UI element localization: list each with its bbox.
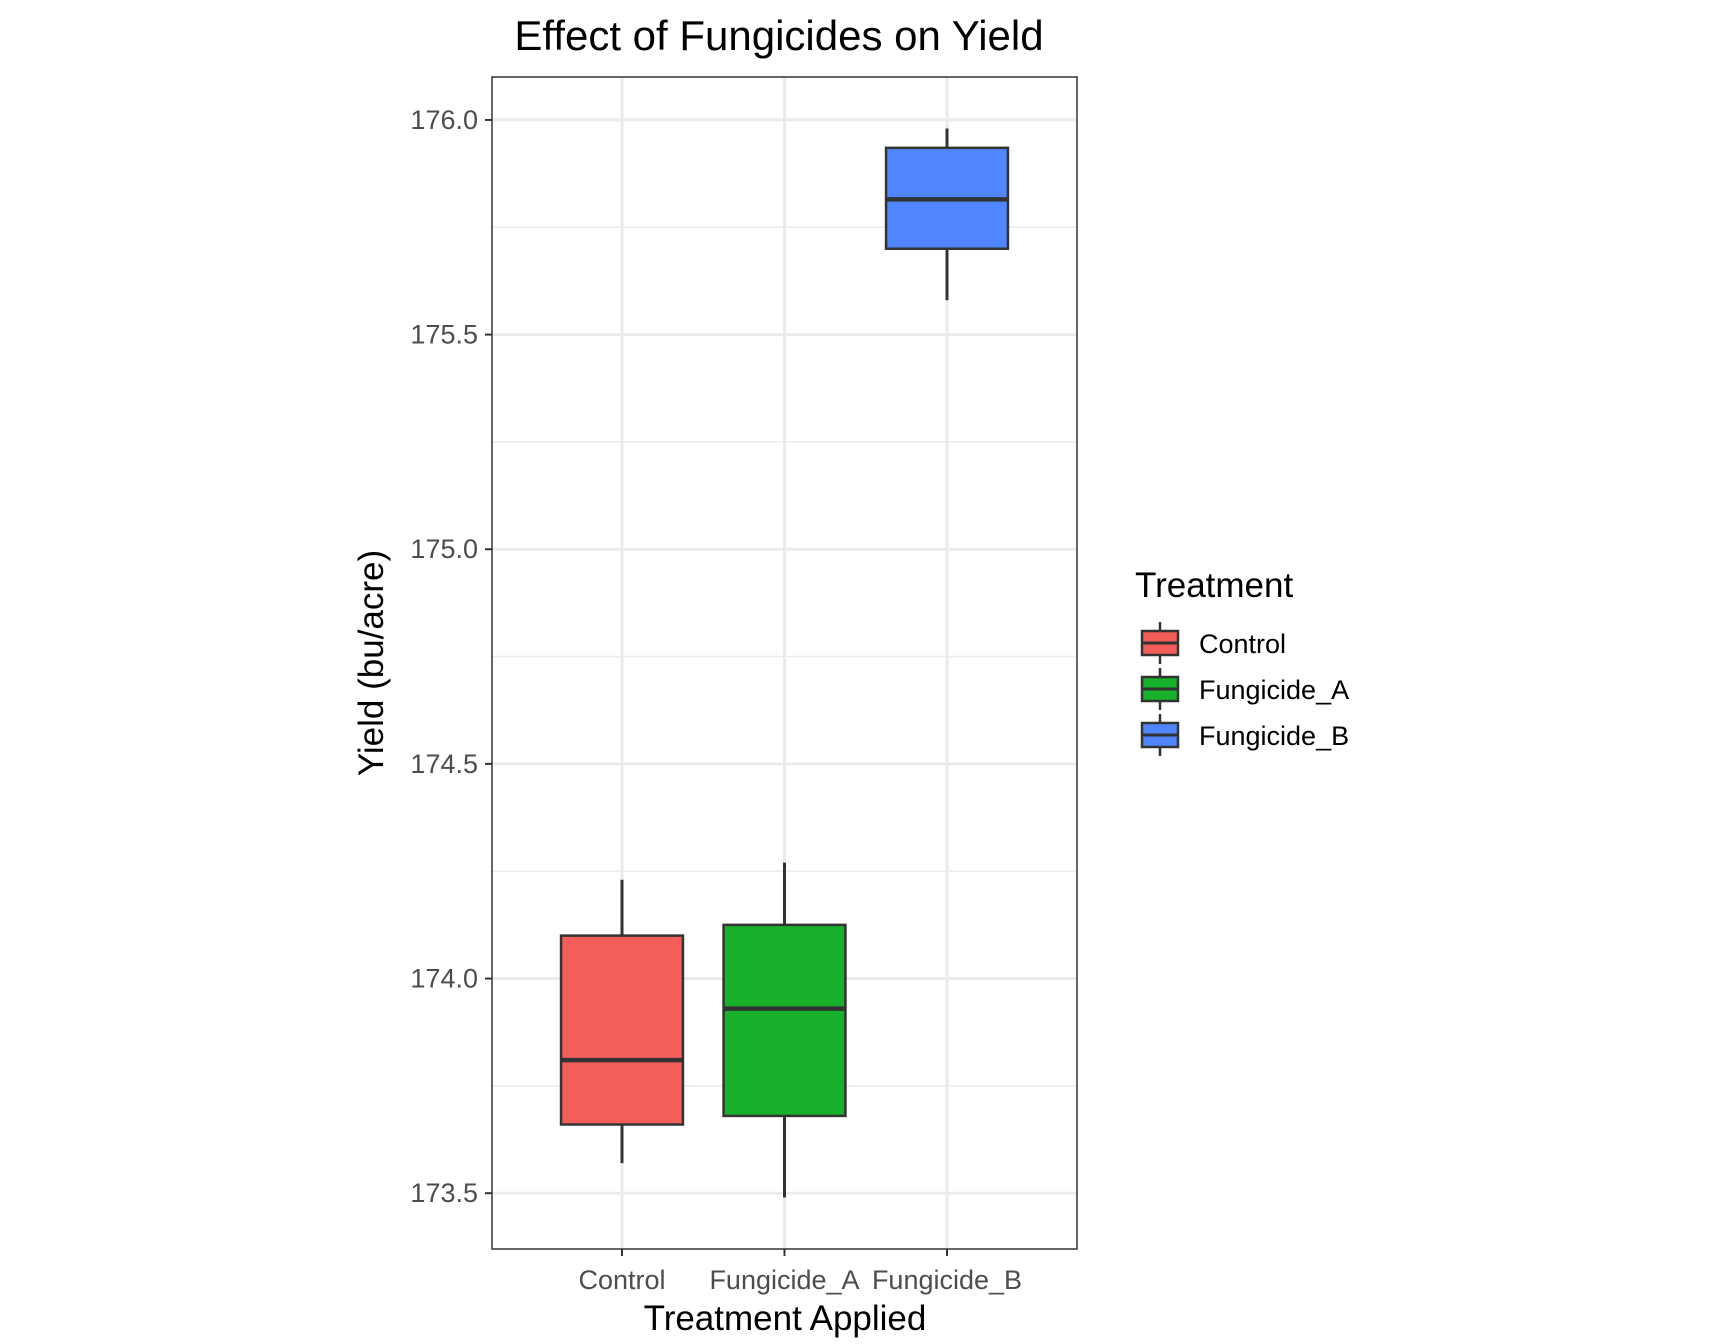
box-control [559, 879, 685, 1164]
x-axis-title: Treatment Applied [644, 1299, 927, 1338]
legend: Treatment Control Fungicide_A Fungicide_B [1135, 566, 1349, 756]
box-fungicide-a [722, 862, 847, 1198]
legend-item-control: Control [1140, 622, 1286, 664]
chart-title: Effect of Fungicides on Yield [514, 12, 1043, 59]
x-tick-label: Control [578, 1265, 665, 1295]
x-axis: Control Fungicide_A Fungicide_B [578, 1249, 1022, 1295]
legend-item-fungicide-b: Fungicide_B [1140, 714, 1349, 756]
x-tick-label: Fungicide_B [872, 1265, 1022, 1295]
legend-label: Control [1199, 629, 1286, 659]
legend-item-fungicide-a: Fungicide_A [1140, 668, 1349, 710]
y-tick-label: 175.0 [410, 534, 478, 564]
y-tick-label: 173.5 [410, 1178, 478, 1208]
legend-label: Fungicide_B [1199, 721, 1349, 751]
box-iqr [559, 934, 685, 1126]
box-series [559, 128, 1010, 1198]
x-tick-label: Fungicide_A [709, 1265, 859, 1295]
y-axis-title: Yield (bu/acre) [352, 550, 391, 776]
box-fungicide-b [884, 128, 1010, 301]
y-axis: 173.5 174.0 174.5 175.0 175.5 176.0 [410, 105, 492, 1208]
y-tick-label: 174.0 [410, 964, 478, 994]
y-tick-label: 176.0 [410, 105, 478, 135]
y-tick-label: 175.5 [410, 320, 478, 350]
y-tick-label: 174.5 [410, 749, 478, 779]
legend-title: Treatment [1135, 566, 1293, 605]
legend-label: Fungicide_A [1199, 675, 1349, 705]
box-iqr [722, 923, 847, 1118]
